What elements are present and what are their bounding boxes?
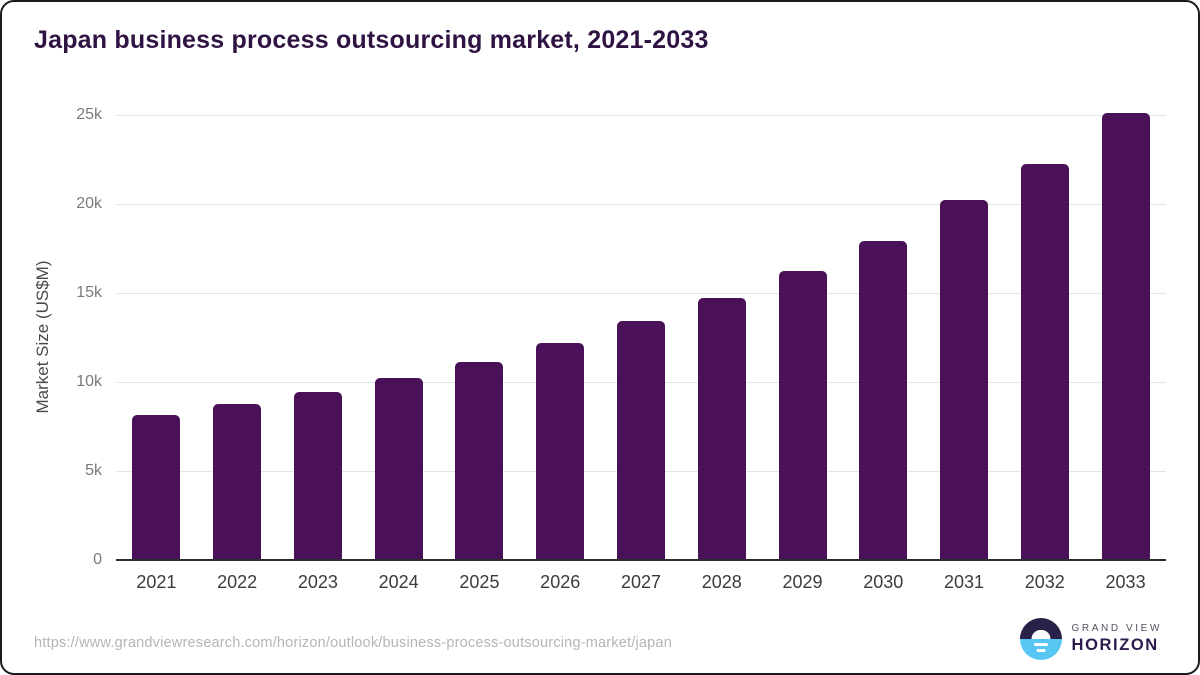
x-tick-label-2032: 2032 [1024, 572, 1065, 592]
x-tick-label-2024: 2024 [378, 572, 419, 592]
bar-2024[interactable] [374, 377, 423, 560]
sun-semicircle [1031, 629, 1051, 639]
bar-2023[interactable] [293, 391, 342, 560]
bar-slot-2032: 2032 [1004, 115, 1085, 592]
plot-area: 2021 2022 2023 2024 2025 2026 2027 2028 2029 2030… [116, 113, 1166, 592]
x-tick-label-2028: 2028 [701, 572, 742, 592]
x-tick-label-2025: 2025 [459, 572, 500, 592]
bar-2029[interactable] [778, 270, 827, 560]
bar-slot-2026: 2026 [520, 115, 601, 592]
bar-2022[interactable] [213, 404, 262, 560]
y-tick-label-0: 0 [93, 551, 102, 568]
sun-reflection-line-1 [1033, 642, 1048, 646]
x-axis-line [116, 559, 1166, 561]
x-tick-label-2027: 2027 [620, 572, 661, 592]
bar-2028[interactable] [697, 298, 746, 560]
logo-brand-bottom: HORIZON [1071, 636, 1159, 654]
chart-title: Japan business process outsourcing marke… [34, 26, 709, 54]
bar-slot-2024: 2024 [358, 115, 439, 592]
x-tick-label-2033: 2033 [1105, 572, 1146, 592]
x-tick-label-2029: 2029 [782, 572, 823, 592]
bar-2033[interactable] [1101, 113, 1150, 560]
logo-text: GRAND VIEW HORIZON [1072, 623, 1162, 655]
y-tick-label-15k: 15k [76, 284, 102, 301]
bar-slot-2028: 2028 [681, 115, 762, 592]
x-tick-label-2026: 2026 [540, 572, 581, 592]
horizon-sun-icon [1019, 618, 1062, 660]
logo-brand-top: GRAND VIEW [1071, 623, 1162, 634]
grand-view-horizon-logo[interactable]: GRAND VIEW HORIZON [1019, 618, 1162, 660]
bar-slot-2022: 2022 [197, 115, 278, 592]
y-tick-label-20k: 20k [76, 195, 102, 212]
gridline-15k [116, 293, 1166, 294]
bar-2021[interactable] [132, 414, 181, 560]
x-tick-label-2031: 2031 [944, 572, 985, 592]
x-tick-label-2030: 2030 [863, 572, 904, 592]
y-axis-tick-labels: 0 5k 10k 15k 20k 25k [2, 106, 102, 568]
x-tick-label-2023: 2023 [297, 572, 338, 592]
bar-slot-2027: 2027 [601, 115, 682, 592]
bar-2026[interactable] [536, 342, 585, 560]
bar-2031[interactable] [940, 200, 989, 560]
y-tick-label-25k: 25k [76, 106, 102, 123]
bar-slot-2033: 2033 [1085, 113, 1166, 592]
bar-slot-2025: 2025 [439, 115, 520, 592]
x-tick-label-2021: 2021 [136, 572, 177, 592]
sun-reflection-line-2 [1036, 649, 1046, 652]
bar-slot-2030: 2030 [843, 115, 924, 592]
y-tick-label-10k: 10k [76, 373, 102, 390]
bar-2027[interactable] [616, 320, 665, 560]
bar-slot-2021: 2021 [116, 115, 197, 592]
x-tick-label-2022: 2022 [217, 572, 258, 592]
bar-slot-2029: 2029 [762, 115, 843, 592]
bars-container: 2021 2022 2023 2024 2025 2026 2027 2028 2029 2030… [116, 113, 1166, 592]
source-url: https://www.grandviewresearch.com/horizo… [34, 635, 672, 651]
bar-slot-2023: 2023 [278, 115, 359, 592]
bar-2025[interactable] [455, 362, 504, 560]
bar-slot-2031: 2031 [924, 115, 1005, 592]
bar-2032[interactable] [1020, 163, 1069, 560]
gridline-20k [116, 204, 1166, 205]
y-tick-label-5k: 5k [85, 462, 102, 479]
gridline-25k [116, 115, 1166, 116]
bar-2030[interactable] [859, 241, 908, 560]
